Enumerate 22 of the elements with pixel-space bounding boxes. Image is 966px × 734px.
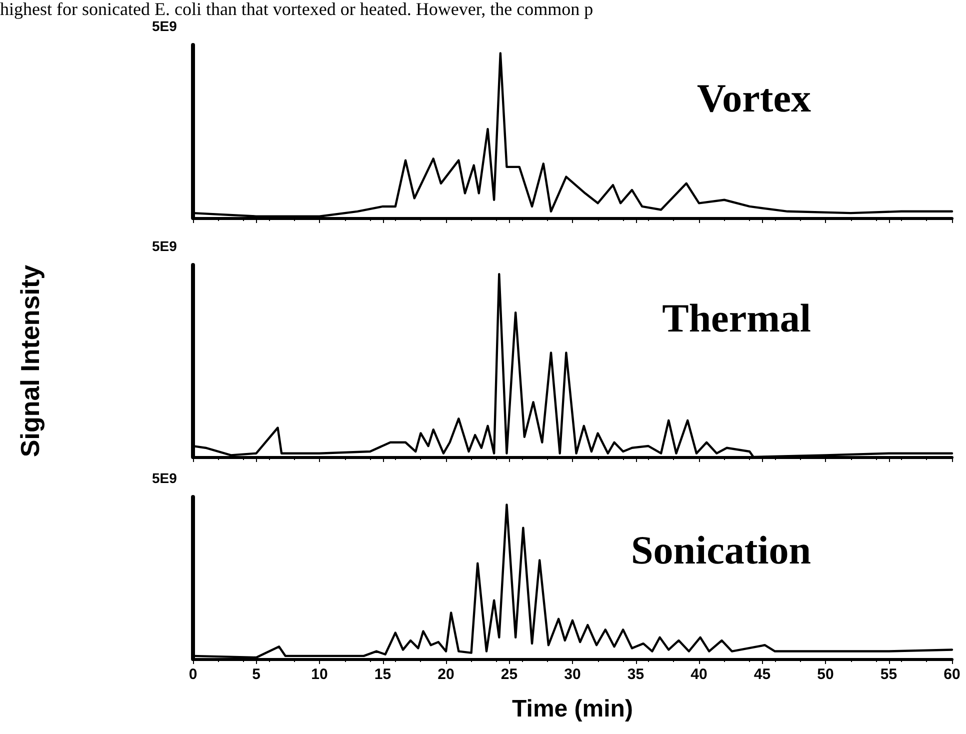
x-tick-label: 50 [817, 666, 834, 683]
x-tick-label: 5 [252, 666, 260, 683]
y-axis-title: Signal Intensity [15, 264, 45, 458]
x-tick-label: 25 [500, 666, 518, 683]
x-tick-label: 30 [564, 666, 581, 683]
text: Thermal [662, 296, 812, 340]
text: 5E9 [152, 470, 178, 486]
x-tick-label: 45 [754, 666, 771, 683]
text: 5E9 [152, 18, 178, 34]
x-tick-label: 55 [880, 666, 898, 683]
x-axis-title: Time (min) [512, 696, 633, 722]
text: Vortex [696, 76, 812, 120]
x-tick-label: 15 [374, 666, 392, 683]
x-tick-label: 0 [188, 666, 198, 683]
text: Sonication [630, 528, 812, 572]
x-tick-label: 40 [690, 666, 708, 683]
x-tick-label: 20 [438, 666, 454, 683]
x-tick-label: 35 [627, 666, 644, 683]
text: highest for sonicated E. coli than that vortexed or heated. However, the common p [0, 0, 594, 19]
text: 5E9 [152, 238, 178, 254]
x-tick-label: 60 [944, 666, 960, 683]
x-tick-label: 10 [311, 666, 328, 683]
